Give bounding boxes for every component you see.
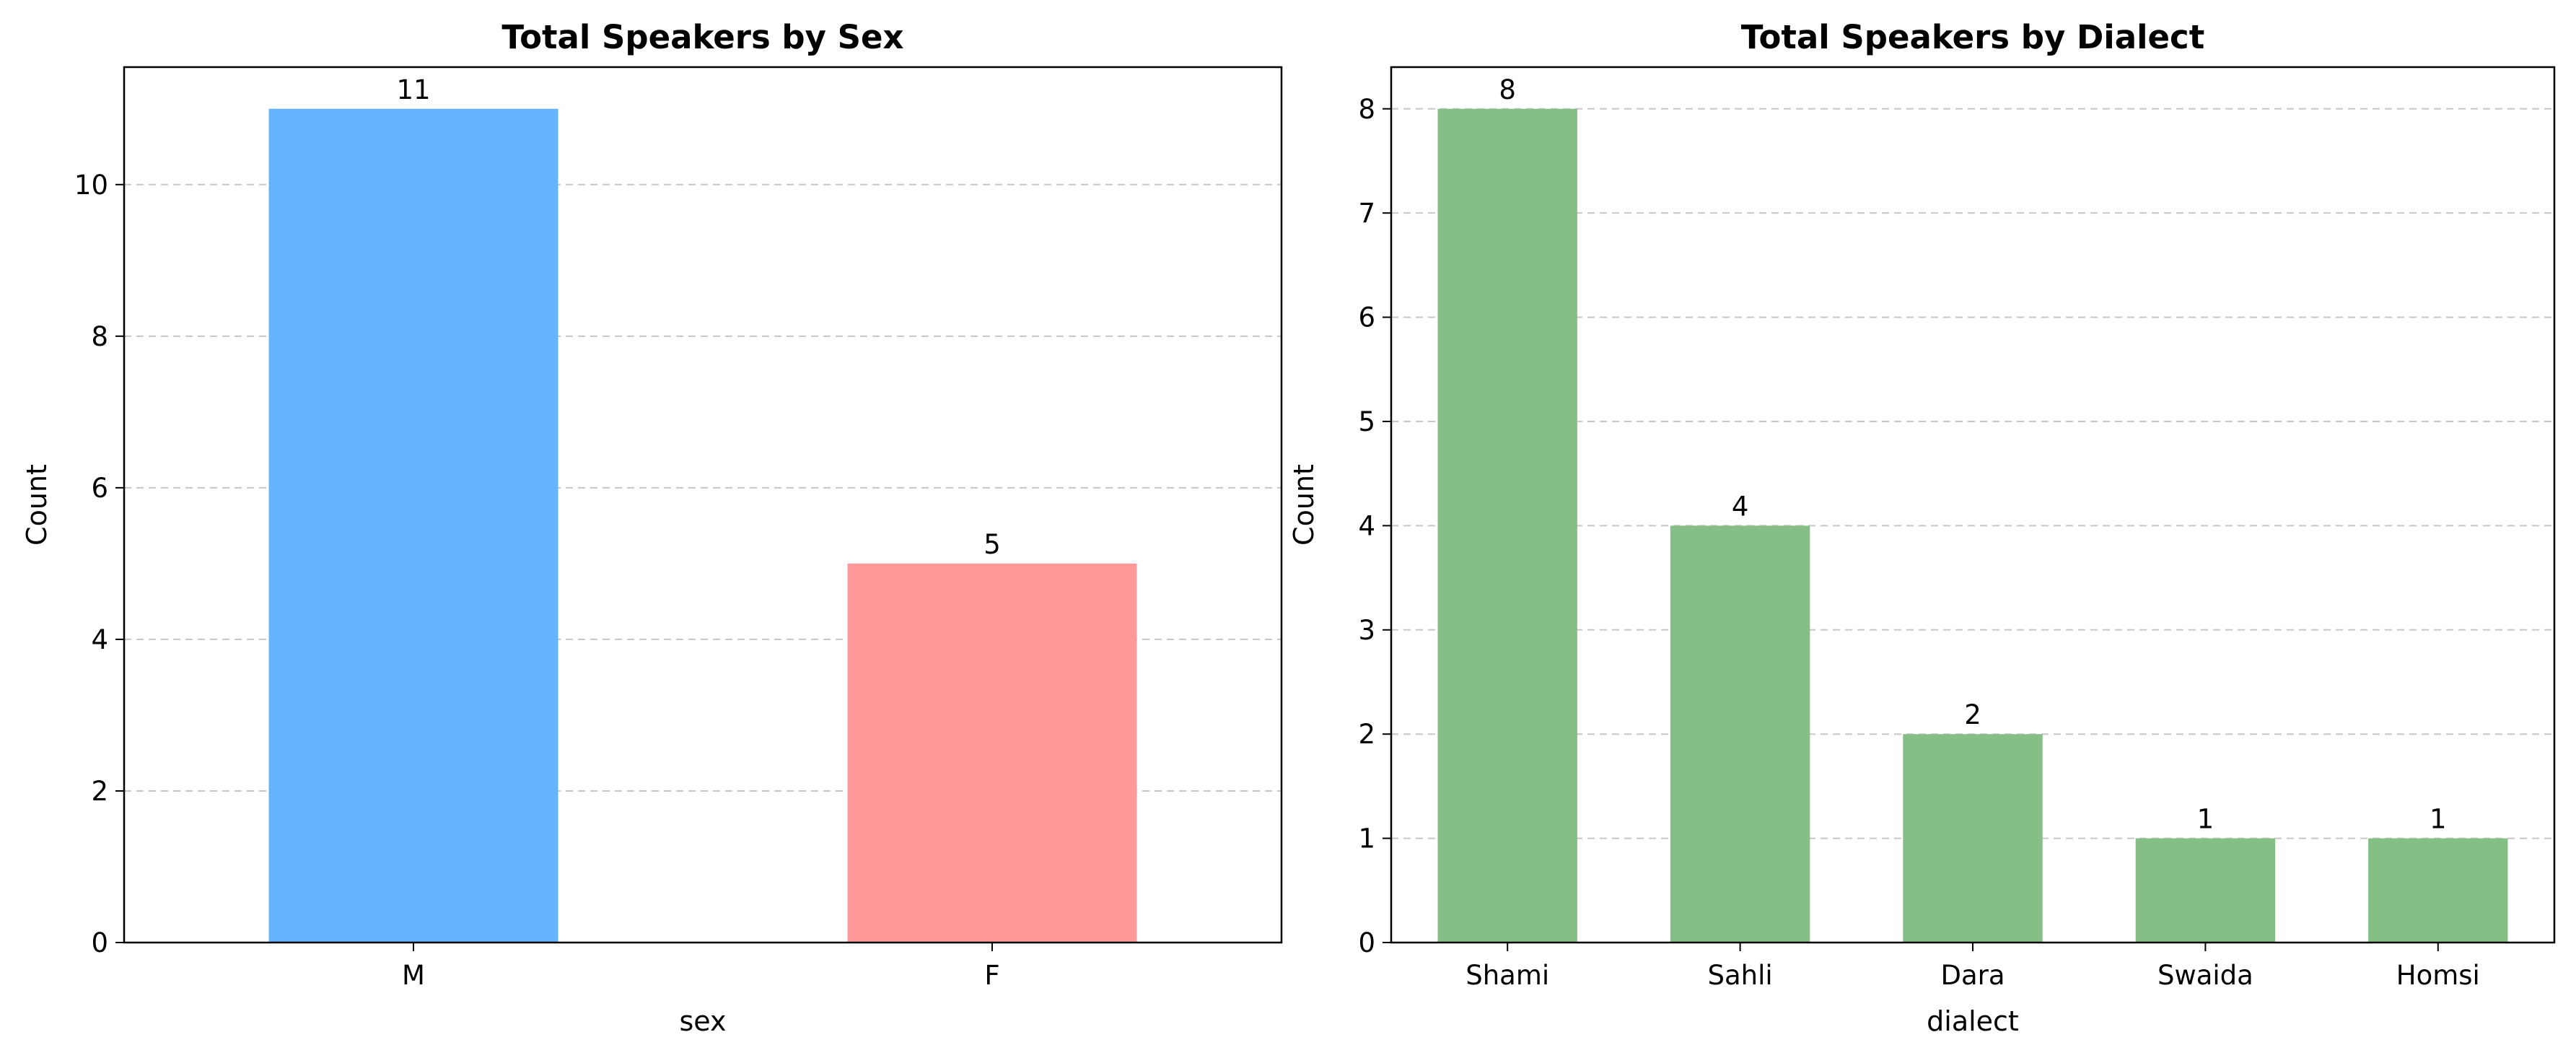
y-tick-label: 6 (91, 473, 108, 504)
data-label: 11 (396, 74, 430, 105)
chart-title: Total Speakers by Sex (501, 18, 903, 56)
y-tick-label: 7 (1358, 198, 1375, 229)
bar-homsi (2368, 838, 2508, 943)
bar-dara (1903, 734, 2043, 943)
x-tick-label: Swaida (2157, 960, 2253, 991)
y-axis-label: Count (21, 464, 53, 546)
x-tick-label: F (984, 960, 999, 991)
chart-title: Total Speakers by Dialect (1741, 18, 2204, 56)
bar-sahli (1670, 525, 1810, 943)
x-axis-label: dialect (1927, 1005, 2019, 1037)
data-label: 5 (983, 529, 1001, 560)
x-axis-label: sex (680, 1005, 727, 1037)
chart-sex: 11 5 0 2 4 6 8 10 M F Total Speakers by Sex sex Coun… (21, 18, 1283, 1037)
data-label: 4 (1732, 491, 1749, 522)
y-tick-label: 1 (1358, 823, 1375, 854)
x-tick-label: Dara (1940, 960, 2005, 991)
x-tick-label: M (402, 960, 425, 991)
y-tick-label: 8 (1358, 94, 1375, 125)
y-tick-label: 0 (1358, 927, 1375, 958)
bar-shami (1437, 108, 1577, 943)
y-tick-label: 5 (1358, 406, 1375, 437)
y-tick-label: 2 (91, 776, 108, 807)
y-tick-label: 4 (1358, 510, 1375, 541)
x-tick-label: Homsi (2396, 960, 2480, 991)
x-tick-label: Shami (1466, 960, 1549, 991)
data-label: 2 (1964, 699, 1981, 730)
y-tick-label: 6 (1358, 302, 1375, 333)
bar-m (268, 108, 558, 943)
data-label: 1 (2197, 804, 2214, 835)
y-tick-label: 10 (74, 170, 108, 201)
axes-frame (123, 66, 1283, 944)
y-tick-label: 3 (1358, 615, 1375, 646)
bar-swaida (2135, 838, 2276, 943)
y-tick-label: 0 (91, 927, 108, 958)
bar-f (847, 563, 1137, 943)
y-tick-label: 4 (91, 624, 108, 655)
chart-dialect: 8 4 2 1 1 0 1 2 3 4 5 6 7 8 Shami Sahli Dara Swaida Homsi T… (1288, 18, 2556, 1037)
x-tick-label: Sahli (1708, 960, 1773, 991)
data-label: 8 (1499, 74, 1516, 105)
y-tick-label: 8 (91, 321, 108, 352)
y-axis-label: Count (1288, 464, 1320, 546)
data-label: 1 (2430, 804, 2447, 835)
y-tick-label: 2 (1358, 719, 1375, 750)
